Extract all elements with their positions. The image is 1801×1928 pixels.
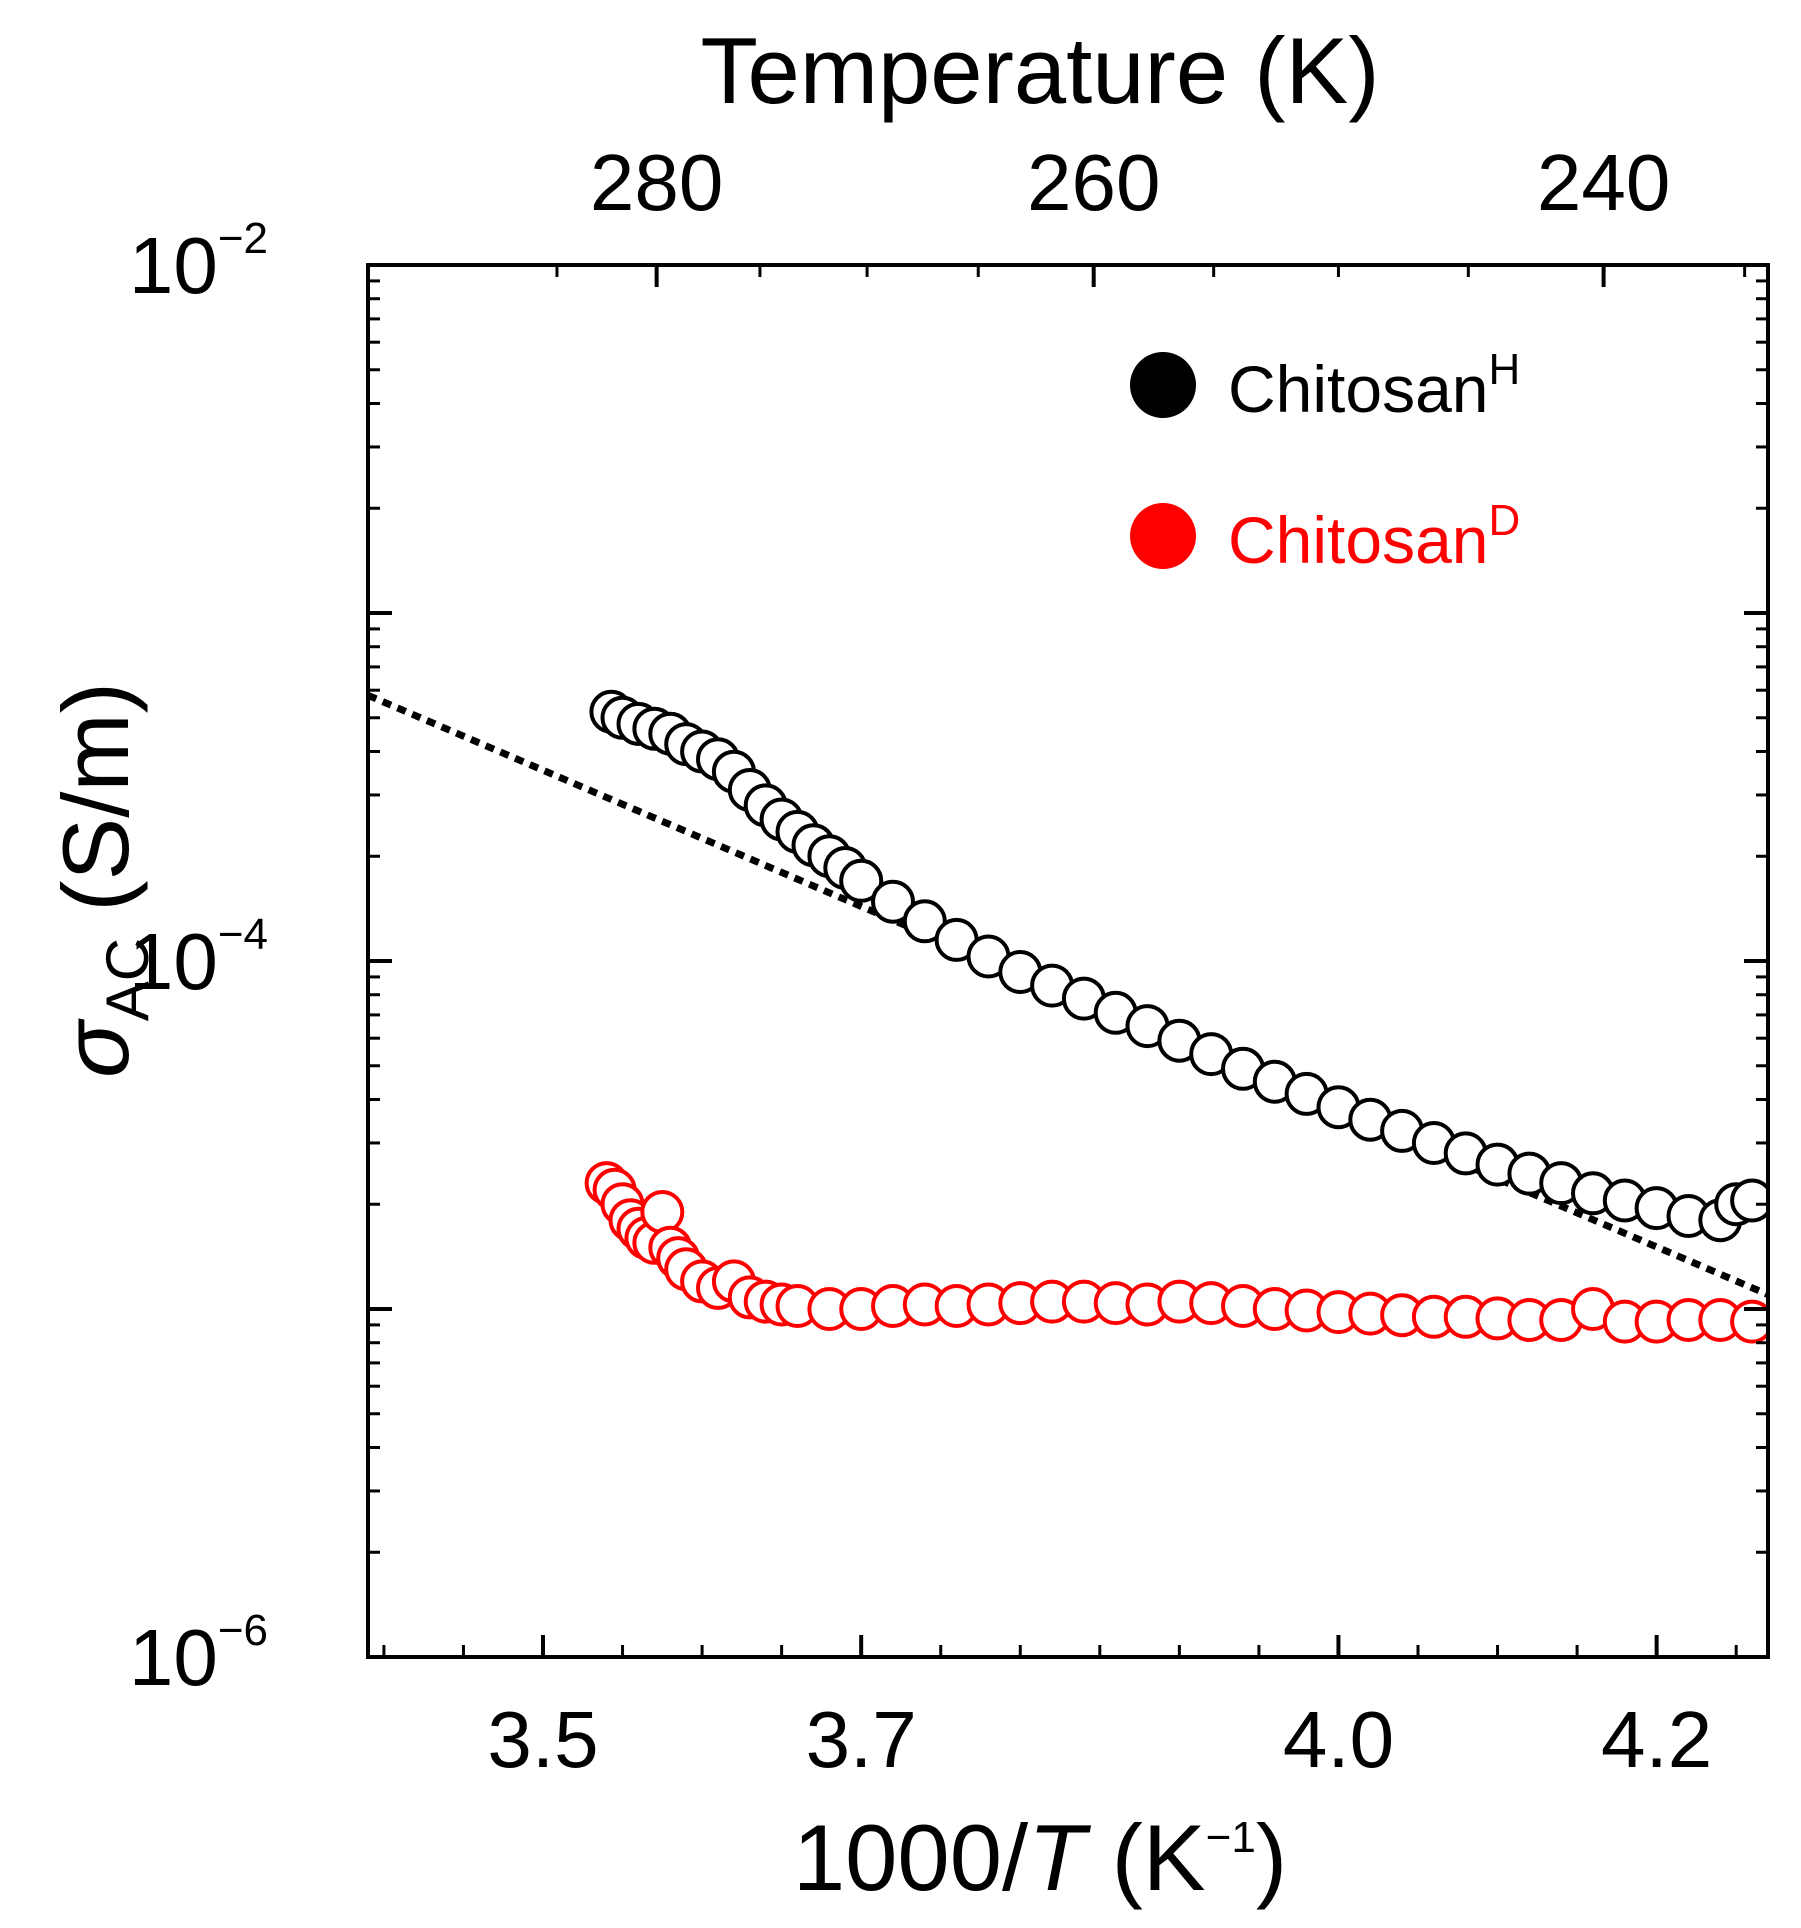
y-tick-label: 10−2 [129,214,268,310]
legend-marker-chitosan-d [1130,503,1196,569]
legend-label-chitosan-d: ChitosanD [1228,496,1520,577]
y-axis-title-symbol: σ [43,1018,148,1078]
series-ChitosanH [589,689,1768,1243]
x-axis-title-close: ) [1256,1805,1287,1910]
y-axis-title: σAC (S/m) [43,682,161,1078]
data-point [1730,1299,1768,1344]
legend: ChitosanH ChitosanD [1130,345,1520,577]
top-tick-label: 240 [1537,138,1670,227]
top-axis-title: Temperature (K) [700,18,1379,123]
x-axis-title-prefix: 1000/ [793,1805,1029,1910]
x-tick-label: 4.2 [1601,1695,1712,1784]
x-axis-title-exp: −1 [1206,1813,1256,1862]
x-axis-title-unit: (K [1086,1805,1206,1910]
x-tick-label: 3.7 [806,1695,917,1784]
legend-marker-chitosan-h [1130,352,1196,418]
legend-label-chitosan-h: ChitosanH [1228,345,1520,426]
y-tick-label-base: 10 [129,221,218,310]
top-tick-label: 280 [590,138,723,227]
data-point [839,858,884,903]
data-point [640,1190,685,1234]
plot-layer [368,689,1768,1344]
top-tick-label: 260 [1027,138,1160,227]
x-axis-title-var: T [1028,1805,1091,1910]
y-tick-label-exp: −6 [218,1606,268,1655]
x-tick-label: 4.0 [1283,1695,1394,1784]
data-point [1730,1178,1768,1223]
legend-label-chitosan-h-base: Chitosan [1228,352,1489,426]
y-tick-label-base: 10 [129,1613,218,1702]
data-point [871,879,915,924]
series-ChitosanD [584,1161,1768,1344]
y-tick-label-exp: −4 [218,910,268,959]
legend-label-chitosan-h-sup: H [1489,345,1521,394]
x-tick-label: 3.5 [487,1695,598,1784]
y-tick-label: 10−4 [129,910,268,1006]
y-axis-title-subscript: AC [94,938,161,1021]
legend-label-chitosan-d-sup: D [1489,496,1521,545]
y-tick-label-base: 10 [129,917,218,1006]
y-tick-label: 10−6 [129,1606,268,1702]
y-axis-title-unit: (S/m) [43,682,148,938]
legend-label-chitosan-d-base: Chitosan [1228,503,1489,577]
y-tick-label-exp: −2 [218,214,268,263]
plot-frame [366,263,1770,1659]
data-point [902,899,947,944]
x-axis-title: 1000/T (K−1) [793,1805,1287,1910]
